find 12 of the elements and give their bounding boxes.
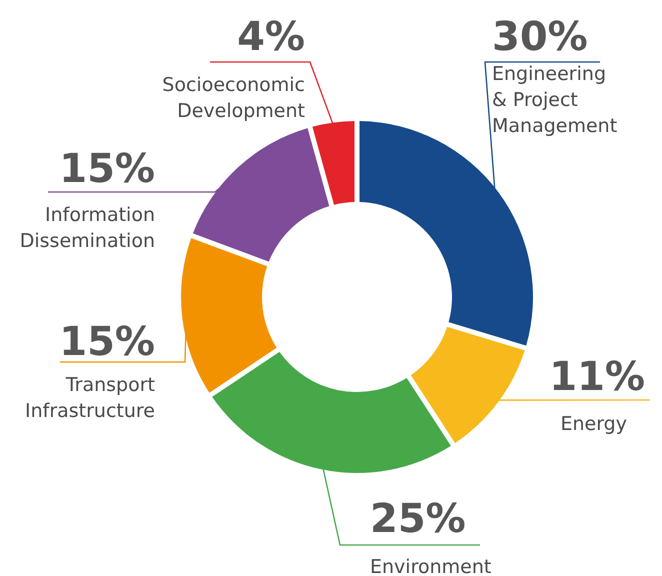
data-label: 4% [237,14,305,60]
slice-label: Transport Infrastructure [24,374,155,422]
slice-label: Socioeconomic Development [162,74,305,122]
slice-label: Engineering & Project Management [492,63,618,137]
data-label: 30% [492,14,588,60]
slice-label: Energy [560,413,627,435]
slice-label: Information Dissemination [20,204,155,252]
slice-label: Environment [370,556,492,576]
data-label: 15% [59,319,155,365]
data-label: 25% [370,496,466,542]
data-label: 15% [59,146,155,192]
data-label: 11% [549,354,645,400]
